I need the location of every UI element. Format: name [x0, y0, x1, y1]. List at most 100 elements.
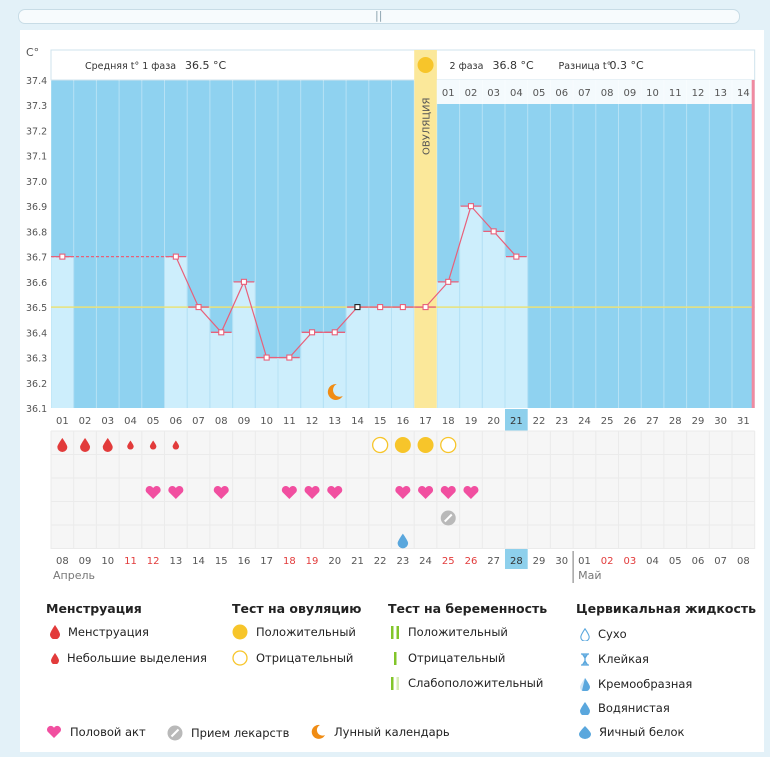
legend-text: Сухо	[598, 627, 627, 641]
heart-icon	[213, 485, 229, 499]
legend-menstruation-title: Менструация	[46, 601, 142, 616]
y-tick-label: 36.7	[26, 253, 47, 264]
blood-drop-icon	[50, 625, 60, 639]
right-edge-marker	[751, 80, 755, 408]
temp-bar	[369, 307, 391, 408]
calendar-date: 02	[601, 556, 614, 567]
pregnancy-weak-icon	[391, 676, 399, 690]
y-tick-label: 36.9	[26, 202, 47, 213]
calendar-date: 09	[79, 556, 92, 567]
temp-bar	[187, 307, 210, 408]
legend-menstruation-heavy: Менструация	[50, 625, 149, 639]
cycle-day-label: 02	[465, 88, 478, 99]
temp-bar	[437, 281, 460, 408]
scroll-bar[interactable]	[18, 9, 740, 24]
heart-icon	[463, 485, 479, 499]
ovulation-positive-icon	[417, 437, 434, 453]
legend-pregnancy-negative: Отрицательный	[390, 651, 505, 665]
calendar-today-marker	[505, 549, 528, 569]
temp-point	[263, 354, 270, 361]
legend-text: Положительный	[256, 625, 356, 639]
calendar-date: 18	[283, 556, 296, 567]
calendar-date: 30	[555, 556, 568, 567]
post-ovulation-day-header	[436, 80, 755, 104]
phase1-label: Средняя t° 1 фаза	[85, 61, 176, 72]
moon-icon	[327, 383, 343, 400]
resize-handle[interactable]: ||	[375, 9, 383, 22]
temp-point	[195, 304, 202, 311]
y-tick-label: 37.2	[26, 126, 47, 137]
y-axis-unit: C°	[26, 46, 39, 59]
cycle-day-label: 04	[510, 88, 523, 99]
y-tick-label: 36.3	[26, 354, 47, 365]
ovulation-positive-icon	[394, 437, 411, 453]
cycle-day-number: 09	[238, 416, 251, 427]
cycle-day-number: 25	[601, 416, 614, 427]
legend-text: Клейкая	[598, 652, 649, 666]
pill-icon-stroke	[444, 513, 453, 523]
cycle-day-label: 07	[578, 88, 591, 99]
cycle-day-number: 29	[692, 416, 705, 427]
temp-point	[467, 203, 475, 210]
y-tick-label: 37.0	[26, 177, 47, 188]
calendar-date: 20	[328, 556, 341, 567]
calendar-date: 06	[692, 556, 705, 567]
y-tick-label: 37.4	[26, 76, 47, 87]
cycle-day-number: 01	[56, 416, 69, 427]
month-label-may: Май	[578, 569, 601, 582]
cycle-day-number: 06	[169, 416, 182, 427]
pill-icon	[167, 725, 183, 741]
calendar-date: 26	[465, 556, 478, 567]
blood-drop-icon	[102, 438, 113, 452]
temp-point	[218, 329, 225, 336]
heart-icon	[281, 485, 297, 499]
ovulation-label: ОВУЛЯЦИЯ	[422, 98, 433, 156]
cycle-day-label: 06	[555, 88, 568, 99]
temp-point	[172, 253, 179, 260]
calendar-date: 12	[147, 556, 160, 567]
temp-point	[445, 278, 452, 285]
legend-text: Водянистая	[598, 701, 670, 715]
temp-bar	[301, 332, 323, 408]
calendar-date: 15	[215, 556, 228, 567]
legend-ovulation-negative: Отрицательный	[232, 650, 353, 666]
temperature-chart: ОВУЛЯЦИЯ 01 02 03 04 05 06 07 08 09 10 11 12 13 14 C° 37…	[26, 46, 756, 583]
calendar-date: 08	[737, 556, 750, 567]
ovulation-column	[414, 50, 437, 408]
heart-icon	[304, 485, 320, 499]
calendar-date: 05	[669, 556, 682, 567]
calendar-date: 23	[396, 556, 409, 567]
y-tick-label: 37.3	[26, 101, 47, 112]
legend-text: Лунный календарь	[334, 725, 450, 739]
cycle-day-label: 08	[601, 88, 614, 99]
y-tick-label: 36.4	[26, 328, 47, 339]
calendar-date: 10	[101, 556, 114, 567]
eggwhite-drop-icon	[579, 725, 591, 739]
y-tick-label: 36.1	[26, 404, 47, 415]
heart-icon	[145, 485, 161, 499]
phase1-value: 36.5 °C	[185, 59, 226, 72]
ovulation-sun-icon	[417, 57, 434, 73]
cycle-day-label: 13	[714, 88, 727, 99]
moon-icon	[311, 724, 325, 739]
cycle-day-label: 14	[737, 88, 750, 99]
calendar-date: 14	[192, 556, 205, 567]
dry-drop-icon	[580, 627, 590, 641]
month-label-april: Апрель	[53, 569, 95, 582]
calendar-date: 13	[169, 556, 182, 567]
temp-point	[331, 329, 338, 336]
temp-line	[175, 204, 517, 359]
chart-header-band	[50, 49, 756, 81]
legend-text: Кремообразная	[598, 677, 693, 691]
cycle-day-number: 13	[328, 416, 341, 427]
legend-ovulation-positive: Положительный	[232, 624, 356, 640]
phase2-value: 36.8 °C	[493, 59, 534, 72]
legend-moon: Лунный календарь	[310, 724, 450, 740]
legend-pregnancy-title: Тест на беременность	[388, 601, 548, 616]
temp-point	[490, 228, 497, 235]
temp-point	[308, 329, 316, 336]
temp-point	[422, 304, 429, 311]
legend-text: Яичный белок	[599, 725, 685, 739]
calendar-date: 11	[124, 556, 137, 567]
calendar-date: 01	[578, 556, 591, 567]
